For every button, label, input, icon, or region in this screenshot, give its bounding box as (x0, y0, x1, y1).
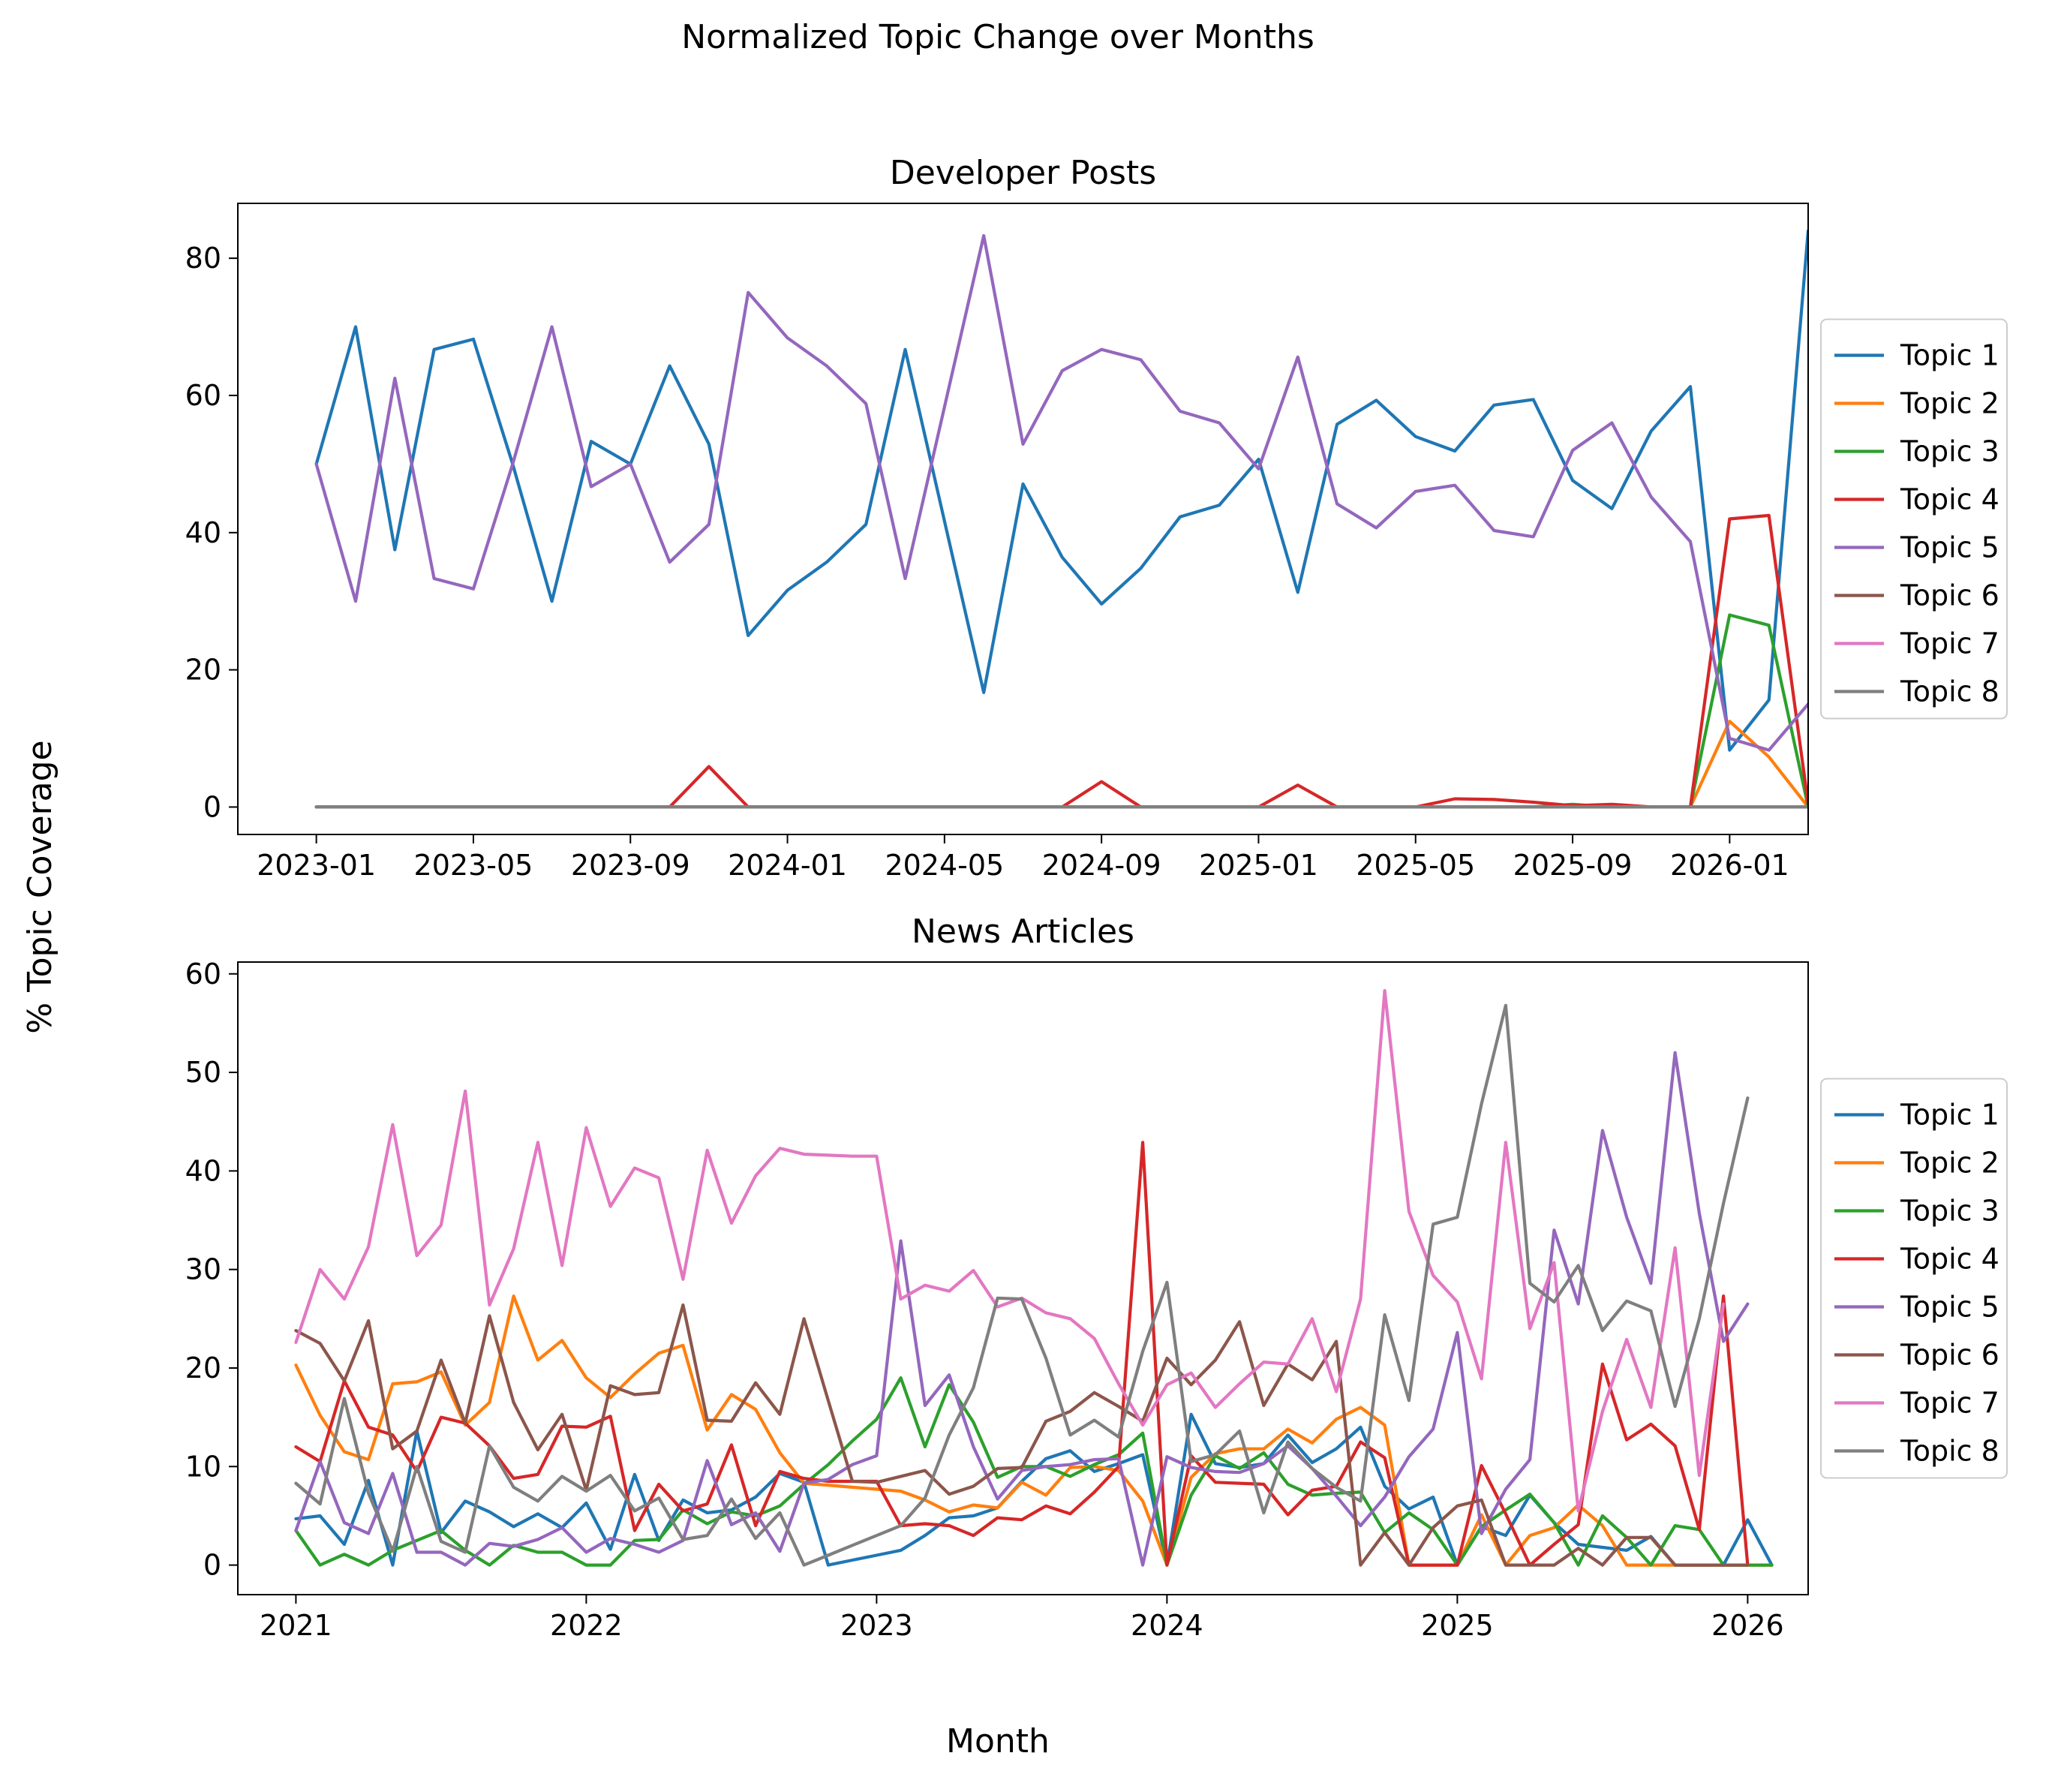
developer-posts-legend-label: Topic 5 (1900, 531, 1999, 564)
news-articles-legend-label: Topic 3 (1900, 1195, 1999, 1228)
news-articles-ytick-label: 0 (203, 1549, 221, 1582)
news-articles-legend-label: Topic 8 (1900, 1435, 1999, 1468)
developer-posts-ytick-label: 0 (203, 790, 221, 823)
developer-posts-legend-label: Topic 1 (1900, 339, 1999, 372)
news-articles-series-topic-5 (294, 1051, 1750, 1567)
news-articles-series-topic-7 (294, 988, 1726, 1513)
news-articles-legend: Topic 1 Topic 2 Topic 3 Topic 4 Topic 5 Topic… (1820, 1078, 2008, 1479)
news-articles-title: News Articles (912, 913, 1134, 951)
developer-posts-xtick-label: 2023-01 (257, 849, 376, 882)
developer-posts-xtick-label: 2024-01 (728, 849, 847, 882)
news-articles-series-topic-6 (294, 1303, 1750, 1567)
developer-posts-legend-box (1820, 318, 2008, 720)
developer-posts-xtick-label: 2024-05 (885, 849, 1004, 882)
news-articles-ytick-label: 50 (185, 1056, 221, 1089)
developer-posts-series-topic-5 (314, 233, 1808, 752)
news-articles-chart: News Articles 0 10 20 30 40 50 60 2021 2022 2023 20… (185, 913, 2008, 1642)
news-articles-ytick-label: 60 (185, 958, 221, 991)
news-articles-axes-frame (237, 961, 1809, 1595)
news-articles-series-topic-8 (294, 1003, 1750, 1567)
news-articles-legend-label: Topic 6 (1900, 1339, 1999, 1372)
figure-ylabel: % Topic Coverage (21, 740, 59, 1033)
developer-posts-xtick-label: 2025-09 (1513, 849, 1633, 882)
developer-posts-ytick-label: 20 (185, 654, 221, 687)
developer-posts-axes-frame (237, 203, 1809, 835)
developer-posts-legend-label: Topic 3 (1900, 435, 1999, 468)
news-articles-xtick-label: 2022 (550, 1609, 623, 1642)
news-articles-legend-label: Topic 5 (1900, 1291, 1999, 1324)
developer-posts-ytick-label: 60 (185, 379, 221, 412)
news-articles-xtick-label: 2021 (260, 1609, 332, 1642)
developer-posts-xtick-label: 2025-05 (1356, 849, 1475, 882)
developer-posts-legend-label: Topic 4 (1900, 483, 1999, 516)
news-articles-ytick-label: 10 (185, 1450, 221, 1483)
developer-posts-xtick-label: 2023-05 (414, 849, 533, 882)
developer-posts-title: Developer Posts (890, 154, 1156, 192)
news-articles-series-topic-2 (294, 1294, 1774, 1567)
developer-posts-series-topic-1 (314, 229, 1808, 752)
news-articles-ytick-label: 40 (185, 1154, 221, 1187)
developer-posts-xtick-label: 2023-09 (571, 849, 690, 882)
news-articles-legend-box (1820, 1078, 2008, 1479)
news-articles-xtick-label: 2026 (1711, 1609, 1784, 1642)
news-articles-ytick-label: 30 (185, 1253, 221, 1286)
developer-posts-legend-label: Topic 6 (1900, 579, 1999, 612)
developer-posts-legend-label: Topic 2 (1900, 387, 1999, 420)
news-articles-legend-label: Topic 2 (1900, 1147, 1999, 1180)
news-articles-xtick-label: 2023 (840, 1609, 913, 1642)
news-articles-series-topic-4 (294, 1141, 1750, 1567)
news-articles-ytick-label: 20 (185, 1352, 221, 1385)
developer-posts-legend-label: Topic 7 (1900, 627, 1999, 660)
news-articles-legend-label: Topic 7 (1900, 1387, 1999, 1420)
news-articles-legend-label: Topic 4 (1900, 1243, 1999, 1276)
figure-xlabel: Month (946, 1722, 1050, 1760)
developer-posts-xtick-label: 2026-01 (1670, 849, 1789, 882)
news-articles-xtick-label: 2025 (1421, 1609, 1494, 1642)
news-articles-legend-label: Topic 1 (1900, 1099, 1999, 1132)
developer-posts-ytick-label: 80 (185, 242, 221, 275)
developer-posts-chart: Developer Posts 0 20 40 60 80 2023-01 2023-05 20… (185, 154, 2008, 882)
developer-posts-legend-label: Topic 8 (1900, 675, 1999, 708)
developer-posts-legend: Topic 1 Topic 2 Topic 3 Topic 4 Topic 5 Topic… (1820, 318, 2008, 720)
developer-posts-xtick-label: 2025-01 (1199, 849, 1318, 882)
developer-posts-ytick-label: 40 (185, 516, 221, 549)
news-articles-series-topic-3 (294, 1376, 1774, 1567)
developer-posts-xtick-label: 2024-09 (1042, 849, 1161, 882)
news-articles-xtick-label: 2024 (1131, 1609, 1203, 1642)
figure-suptitle: Normalized Topic Change over Months (681, 18, 1314, 56)
